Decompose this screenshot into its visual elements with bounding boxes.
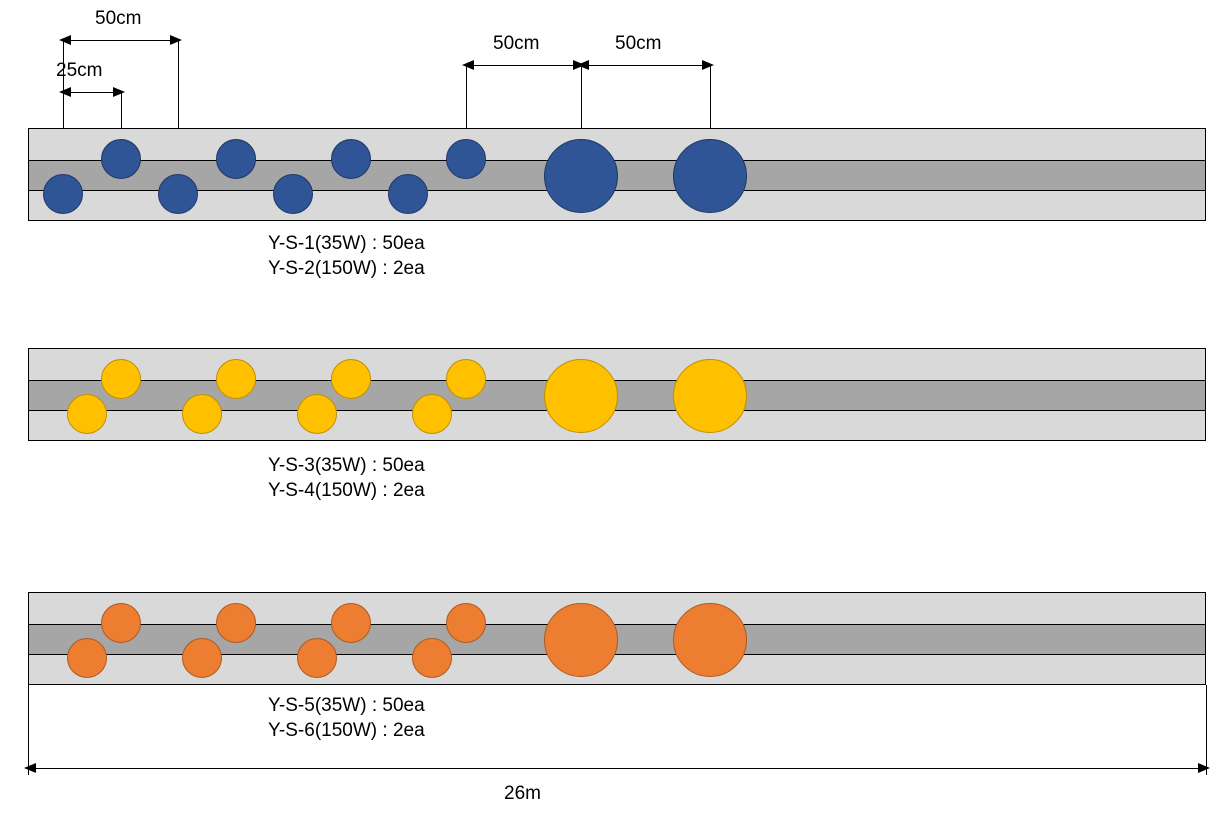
dim-ext-total-l: [28, 685, 29, 775]
dim-arrow-50cm-b-l: [462, 60, 474, 70]
row2-small-bot-2: [182, 394, 222, 434]
dim-ext-50cm-a-l: [63, 40, 64, 92]
row2-small-top-1: [101, 359, 141, 399]
row2-small-top-4: [446, 359, 486, 399]
dim-label-50cm-a: 50cm: [95, 8, 141, 30]
dim-arrow-25cm-r: [113, 87, 125, 97]
row1-label-2: Y-S-2(150W) : 2ea: [268, 257, 425, 282]
row1-label-1: Y-S-1(35W) : 50ea: [268, 232, 425, 257]
row3-labels: Y-S-5(35W) : 50ea Y-S-6(150W) : 2ea: [268, 694, 425, 743]
row1-small-bot-1: [43, 174, 83, 214]
row3-large-2: [673, 603, 747, 677]
row3-small-top-4: [446, 603, 486, 643]
row3-large-1: [544, 603, 618, 677]
row2-labels: Y-S-3(35W) : 50ea Y-S-4(150W) : 2ea: [268, 454, 425, 503]
row1-small-bot-4: [388, 174, 428, 214]
dim-arrow-50cm-a-l: [59, 35, 71, 45]
dim-line-50cm-c-h: [581, 65, 710, 66]
row2-small-top-2: [216, 359, 256, 399]
row1-small-bot-3: [273, 174, 313, 214]
row2-large-1: [544, 359, 618, 433]
row2-small-bot-3: [297, 394, 337, 434]
row2-label-2: Y-S-4(150W) : 2ea: [268, 479, 425, 504]
row1-large-1: [544, 139, 618, 213]
row3-small-bot-4: [412, 638, 452, 678]
row1-small-top-3: [331, 139, 371, 179]
dim-arrow-50cm-c-l: [577, 60, 589, 70]
row3-small-top-3: [331, 603, 371, 643]
dim-arrow-total-l: [24, 763, 36, 773]
dim-line-50cm-a-h: [63, 40, 178, 41]
row1-small-top-2: [216, 139, 256, 179]
row2-small-top-3: [331, 359, 371, 399]
row3-small-bot-3: [297, 638, 337, 678]
row3-small-top-1: [101, 603, 141, 643]
dim-ext-total-r: [1206, 685, 1207, 775]
row3-label-1: Y-S-5(35W) : 50ea: [268, 694, 425, 719]
row2-small-bot-4: [412, 394, 452, 434]
row1-small-top-4: [446, 139, 486, 179]
row3-small-top-2: [216, 603, 256, 643]
row2-small-bot-1: [67, 394, 107, 434]
dim-label-50cm-b: 50cm: [493, 33, 539, 55]
dim-arrow-50cm-c-r: [702, 60, 714, 70]
row3-small-bot-2: [182, 638, 222, 678]
row1-small-top-1: [101, 139, 141, 179]
row1-small-bot-2: [158, 174, 198, 214]
row3-small-bot-1: [67, 638, 107, 678]
dim-label-total: 26m: [504, 783, 541, 805]
row3-label-2: Y-S-6(150W) : 2ea: [268, 719, 425, 744]
row2-large-2: [673, 359, 747, 433]
dim-arrow-50cm-a-r: [170, 35, 182, 45]
dim-label-50cm-c: 50cm: [615, 33, 661, 55]
dim-arrow-total-r: [1198, 763, 1210, 773]
dim-line-total-h: [32, 768, 1202, 769]
dim-arrow-25cm-l: [59, 87, 71, 97]
row2-label-1: Y-S-3(35W) : 50ea: [268, 454, 425, 479]
row1-large-2: [673, 139, 747, 213]
dim-line-50cm-b-h: [466, 65, 581, 66]
row1-labels: Y-S-1(35W) : 50ea Y-S-2(150W) : 2ea: [268, 232, 425, 281]
